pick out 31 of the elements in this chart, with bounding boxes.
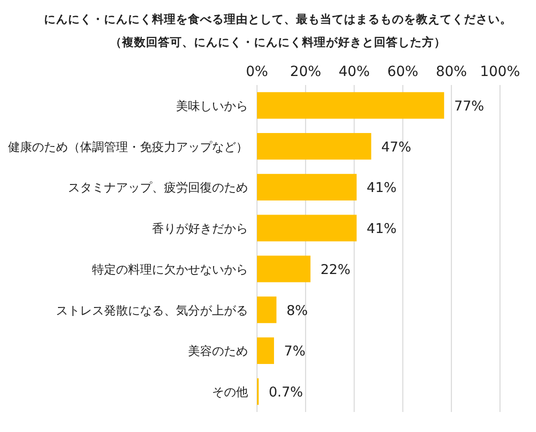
x-tick-label: 80%	[436, 64, 467, 80]
bar	[257, 133, 372, 160]
x-tick-label: 60%	[387, 64, 418, 80]
bar	[257, 337, 274, 364]
y-tick-label: その他	[212, 385, 248, 400]
data-label: 41%	[366, 180, 397, 196]
data-label: 47%	[381, 139, 412, 156]
data-label: 7%	[284, 344, 306, 360]
bar	[257, 174, 357, 200]
y-tick-label: ストレス発散になる、気分が上がる	[56, 303, 248, 318]
data-label: 8%	[286, 302, 308, 319]
x-tick-label: 0%	[246, 64, 268, 80]
bar	[257, 296, 276, 324]
bar	[257, 256, 310, 282]
y-tick-label: 特定の料理に欠かせないから	[92, 262, 248, 276]
data-label: 22%	[320, 262, 351, 278]
bar	[257, 214, 357, 242]
y-tick-label: 美味しいから	[176, 98, 248, 113]
data-label: 41%	[366, 221, 397, 238]
x-tick-label: 100%	[480, 64, 520, 80]
chart-title: にんにく・にんにく料理を食べる理由として、最も当てはまるものを教えてください。	[44, 12, 512, 26]
data-label: 77%	[454, 98, 484, 114]
y-tick-label: 美容のため	[188, 344, 248, 358]
y-tick-label: スタミナアップ、疲労回復のため	[68, 180, 248, 195]
y-tick-label: 香りが好きだから	[152, 222, 248, 236]
bar	[257, 92, 444, 119]
chart-subtitle: （複数回答可、にんにく・にんにく料理が好きと回答した方）	[110, 35, 446, 49]
data-label: 0.7%	[268, 384, 304, 401]
x-tick-label: 20%	[290, 64, 322, 80]
y-tick-label: 健康のため（体調管理・免疫力アップなど）	[8, 140, 248, 154]
x-tick-label: 40%	[338, 64, 370, 80]
